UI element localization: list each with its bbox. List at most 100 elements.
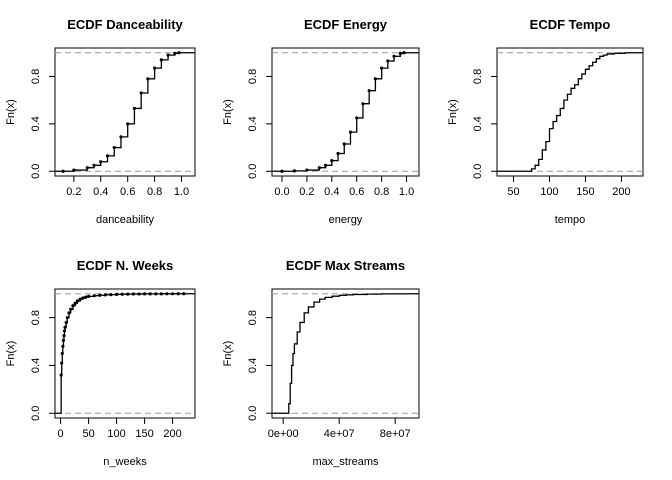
ecdf-point: [159, 58, 163, 62]
ecdf-panel: ECDF Danceability 0.2 0.4 0.6 0.8 1.0 0.0 0.4 0.…: [5, 17, 196, 226]
x-tick-label: 1.0: [174, 186, 189, 198]
y-tick-label: 0.4: [247, 358, 259, 373]
x-tick-label: 0.8: [147, 186, 162, 198]
ecdf-point: [72, 168, 76, 172]
ecdf-point: [342, 142, 346, 146]
ecdf-point: [392, 54, 396, 58]
ecdf-point: [119, 135, 123, 139]
chart-title: ECDF Tempo: [530, 17, 611, 32]
x-axis-label: energy: [329, 214, 363, 226]
ecdf-point: [367, 89, 371, 93]
y-tick-label: 0.8: [30, 310, 42, 325]
ecdf-point: [115, 292, 119, 296]
x-tick-label: 150: [576, 186, 594, 198]
ecdf-point: [398, 51, 402, 55]
ecdf-point: [280, 169, 284, 173]
ecdf-point: [139, 91, 143, 95]
y-axis-label: Fn(x): [5, 99, 17, 125]
x-tick-label: 4e+07: [324, 428, 355, 440]
chart-title: ECDF Energy: [304, 17, 388, 32]
chart-title: ECDF Danceability: [67, 17, 183, 32]
ecdf-point: [92, 163, 96, 167]
ecdf-point: [330, 158, 334, 163]
x-tick-label: 0.4: [93, 186, 108, 198]
ecdf-panel: ECDF Energy 0.0 0.2 0.4 0.6 0.8 1.0 0.0 0.4 0.8 en…: [222, 17, 420, 226]
ecdf-point: [63, 325, 67, 329]
y-tick-label: 0.0: [472, 164, 484, 179]
y-tick-label: 0.8: [247, 310, 259, 325]
x-tick-label: 0.2: [66, 186, 81, 198]
x-tick-label: 0.4: [324, 186, 339, 198]
ecdf-point: [71, 304, 75, 308]
x-axis-label: danceability: [96, 214, 155, 226]
ecdf-point: [171, 292, 175, 296]
ecdf-point: [361, 102, 365, 106]
ecdf-point: [348, 130, 353, 134]
ecdf-point: [153, 66, 157, 70]
ecdf-point: [73, 301, 77, 305]
ecdf-point: [61, 338, 65, 342]
ecdf-point: [173, 51, 177, 55]
ecdf-point: [146, 77, 150, 81]
x-tick-label: 50: [507, 186, 519, 198]
x-tick-label: 200: [612, 186, 630, 198]
ecdf-panel: ECDF Max Streams 0e+00 4e+07 8e+07 0.0 0.4 0.8…: [222, 258, 420, 468]
x-axis-label: max_streams: [312, 456, 379, 468]
plot-box: [54, 288, 196, 419]
x-tick-label: 0.2: [299, 186, 314, 198]
ecdf-step-line: [272, 52, 419, 172]
ecdf-point: [105, 154, 110, 158]
x-tick-label: 150: [135, 428, 153, 440]
ecdf-point: [69, 307, 73, 311]
x-tick-label: 100: [540, 186, 558, 198]
ecdf-point: [85, 166, 89, 170]
y-tick-label: 0.8: [247, 69, 259, 84]
ecdf-point: [336, 151, 340, 156]
ecdf-point: [120, 292, 124, 296]
plot-box: [271, 288, 420, 419]
x-axis-label: tempo: [555, 214, 586, 226]
ecdf-point: [92, 294, 96, 298]
ecdf-point: [64, 320, 68, 325]
x-tick-label: 50: [82, 428, 94, 440]
ecdf-point: [103, 293, 107, 297]
ecdf-point: [373, 77, 377, 81]
ecdf-point: [62, 329, 67, 333]
chart-title: ECDF N. Weeks: [77, 258, 174, 273]
ecdf-point: [98, 293, 102, 297]
ecdf-point: [137, 292, 141, 296]
ecdf-point: [355, 116, 359, 120]
ecdf-panel: ECDF Tempo 50 100 150 200 0.0 0.4 0.8 tempo Fn(x): [447, 17, 644, 226]
chart-title: ECDF Max Streams: [286, 258, 405, 273]
y-axis-label: Fn(x): [222, 341, 234, 367]
ecdf-point: [67, 311, 71, 315]
ecdf-point: [159, 292, 163, 296]
ecdf-point: [132, 106, 137, 111]
ecdf-point: [402, 51, 406, 55]
x-tick-label: 1.0: [399, 186, 414, 198]
ecdf-point: [177, 51, 181, 55]
y-tick-label: 0.0: [247, 406, 259, 421]
ecdf-point: [305, 168, 309, 172]
ecdf-point: [148, 292, 152, 296]
plot-box: [496, 47, 644, 177]
y-axis-label: Fn(x): [222, 99, 234, 125]
ecdf-point: [165, 292, 169, 296]
y-tick-label: 0.0: [30, 164, 42, 179]
ecdf-point: [323, 163, 328, 167]
ecdf-point: [87, 294, 91, 299]
ecdf-step-line: [55, 52, 195, 172]
ecdf-point: [99, 160, 103, 164]
y-tick-label: 0.0: [247, 164, 259, 179]
x-tick-label: 200: [163, 428, 181, 440]
ecdf-point: [61, 169, 65, 173]
ecdf-point: [292, 169, 297, 173]
ecdf-point: [131, 292, 135, 296]
ecdf-step-line: [55, 293, 195, 414]
ecdf-point: [60, 351, 64, 356]
plot-box: [271, 47, 420, 177]
ecdf-point: [182, 292, 186, 296]
y-tick-label: 0.4: [30, 358, 42, 373]
x-tick-label: 0.8: [374, 186, 389, 198]
